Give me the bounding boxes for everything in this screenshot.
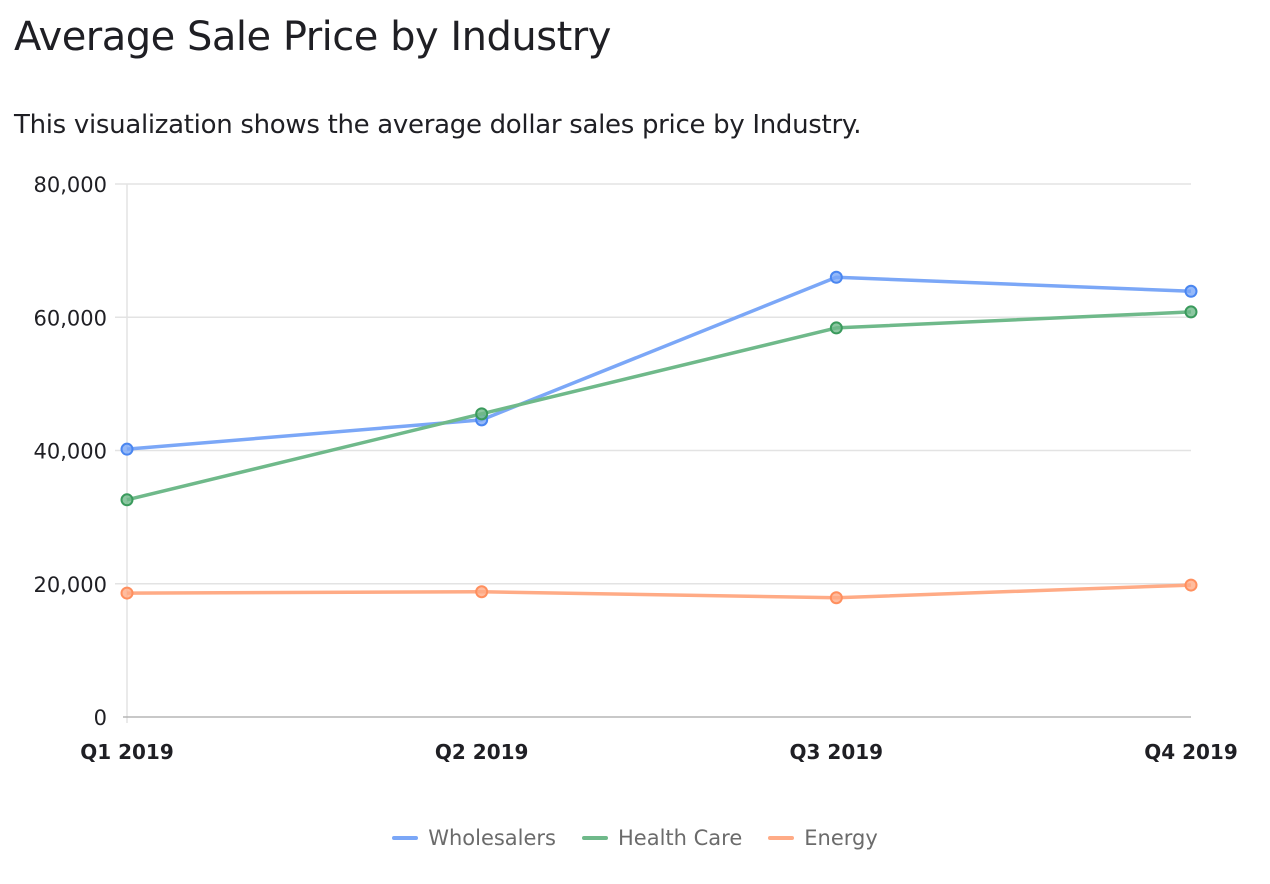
y-tick-label: 80,000: [34, 173, 107, 197]
legend-swatch: [392, 836, 419, 840]
y-tick-label: 0: [94, 706, 107, 730]
data-point: [829, 321, 843, 335]
legend-item[interactable]: Energy: [768, 826, 878, 850]
legend-item[interactable]: Wholesalers: [392, 826, 556, 850]
legend-label: Wholesalers: [428, 826, 557, 850]
data-point: [475, 585, 489, 599]
series-line-wholesalers: [126, 275, 1192, 451]
x-tick-label: Q4 2019: [1144, 740, 1238, 764]
data-point: [120, 493, 134, 507]
y-tick-label: 20,000: [34, 573, 107, 597]
legend-label: Health Care: [618, 826, 743, 850]
data-point: [829, 591, 843, 605]
legend-item[interactable]: Health Care: [582, 826, 742, 850]
series-line-energy: [126, 583, 1192, 600]
data-point: [120, 586, 134, 600]
y-tick-label: 60,000: [34, 306, 107, 330]
legend: Wholesalers Health Care Energy: [0, 826, 1270, 850]
chart-title: Average Sale Price by Industry: [14, 14, 611, 60]
data-point: [1184, 305, 1198, 319]
legend-swatch: [768, 836, 795, 840]
legend-label: Energy: [804, 826, 878, 850]
chart-subtitle: This visualization shows the average dol…: [14, 110, 862, 140]
y-tick-label: 40,000: [34, 440, 107, 464]
legend-swatch: [582, 836, 609, 840]
data-point: [1184, 578, 1198, 592]
x-tick-label: Q3 2019: [790, 740, 884, 764]
data-point: [120, 442, 134, 456]
data-point: [829, 270, 843, 284]
x-tick-label: Q2 2019: [435, 740, 529, 764]
data-point: [1184, 284, 1198, 298]
x-tick-label: Q1 2019: [80, 740, 174, 764]
series-line-health-care: [126, 310, 1192, 502]
data-point: [475, 407, 489, 421]
